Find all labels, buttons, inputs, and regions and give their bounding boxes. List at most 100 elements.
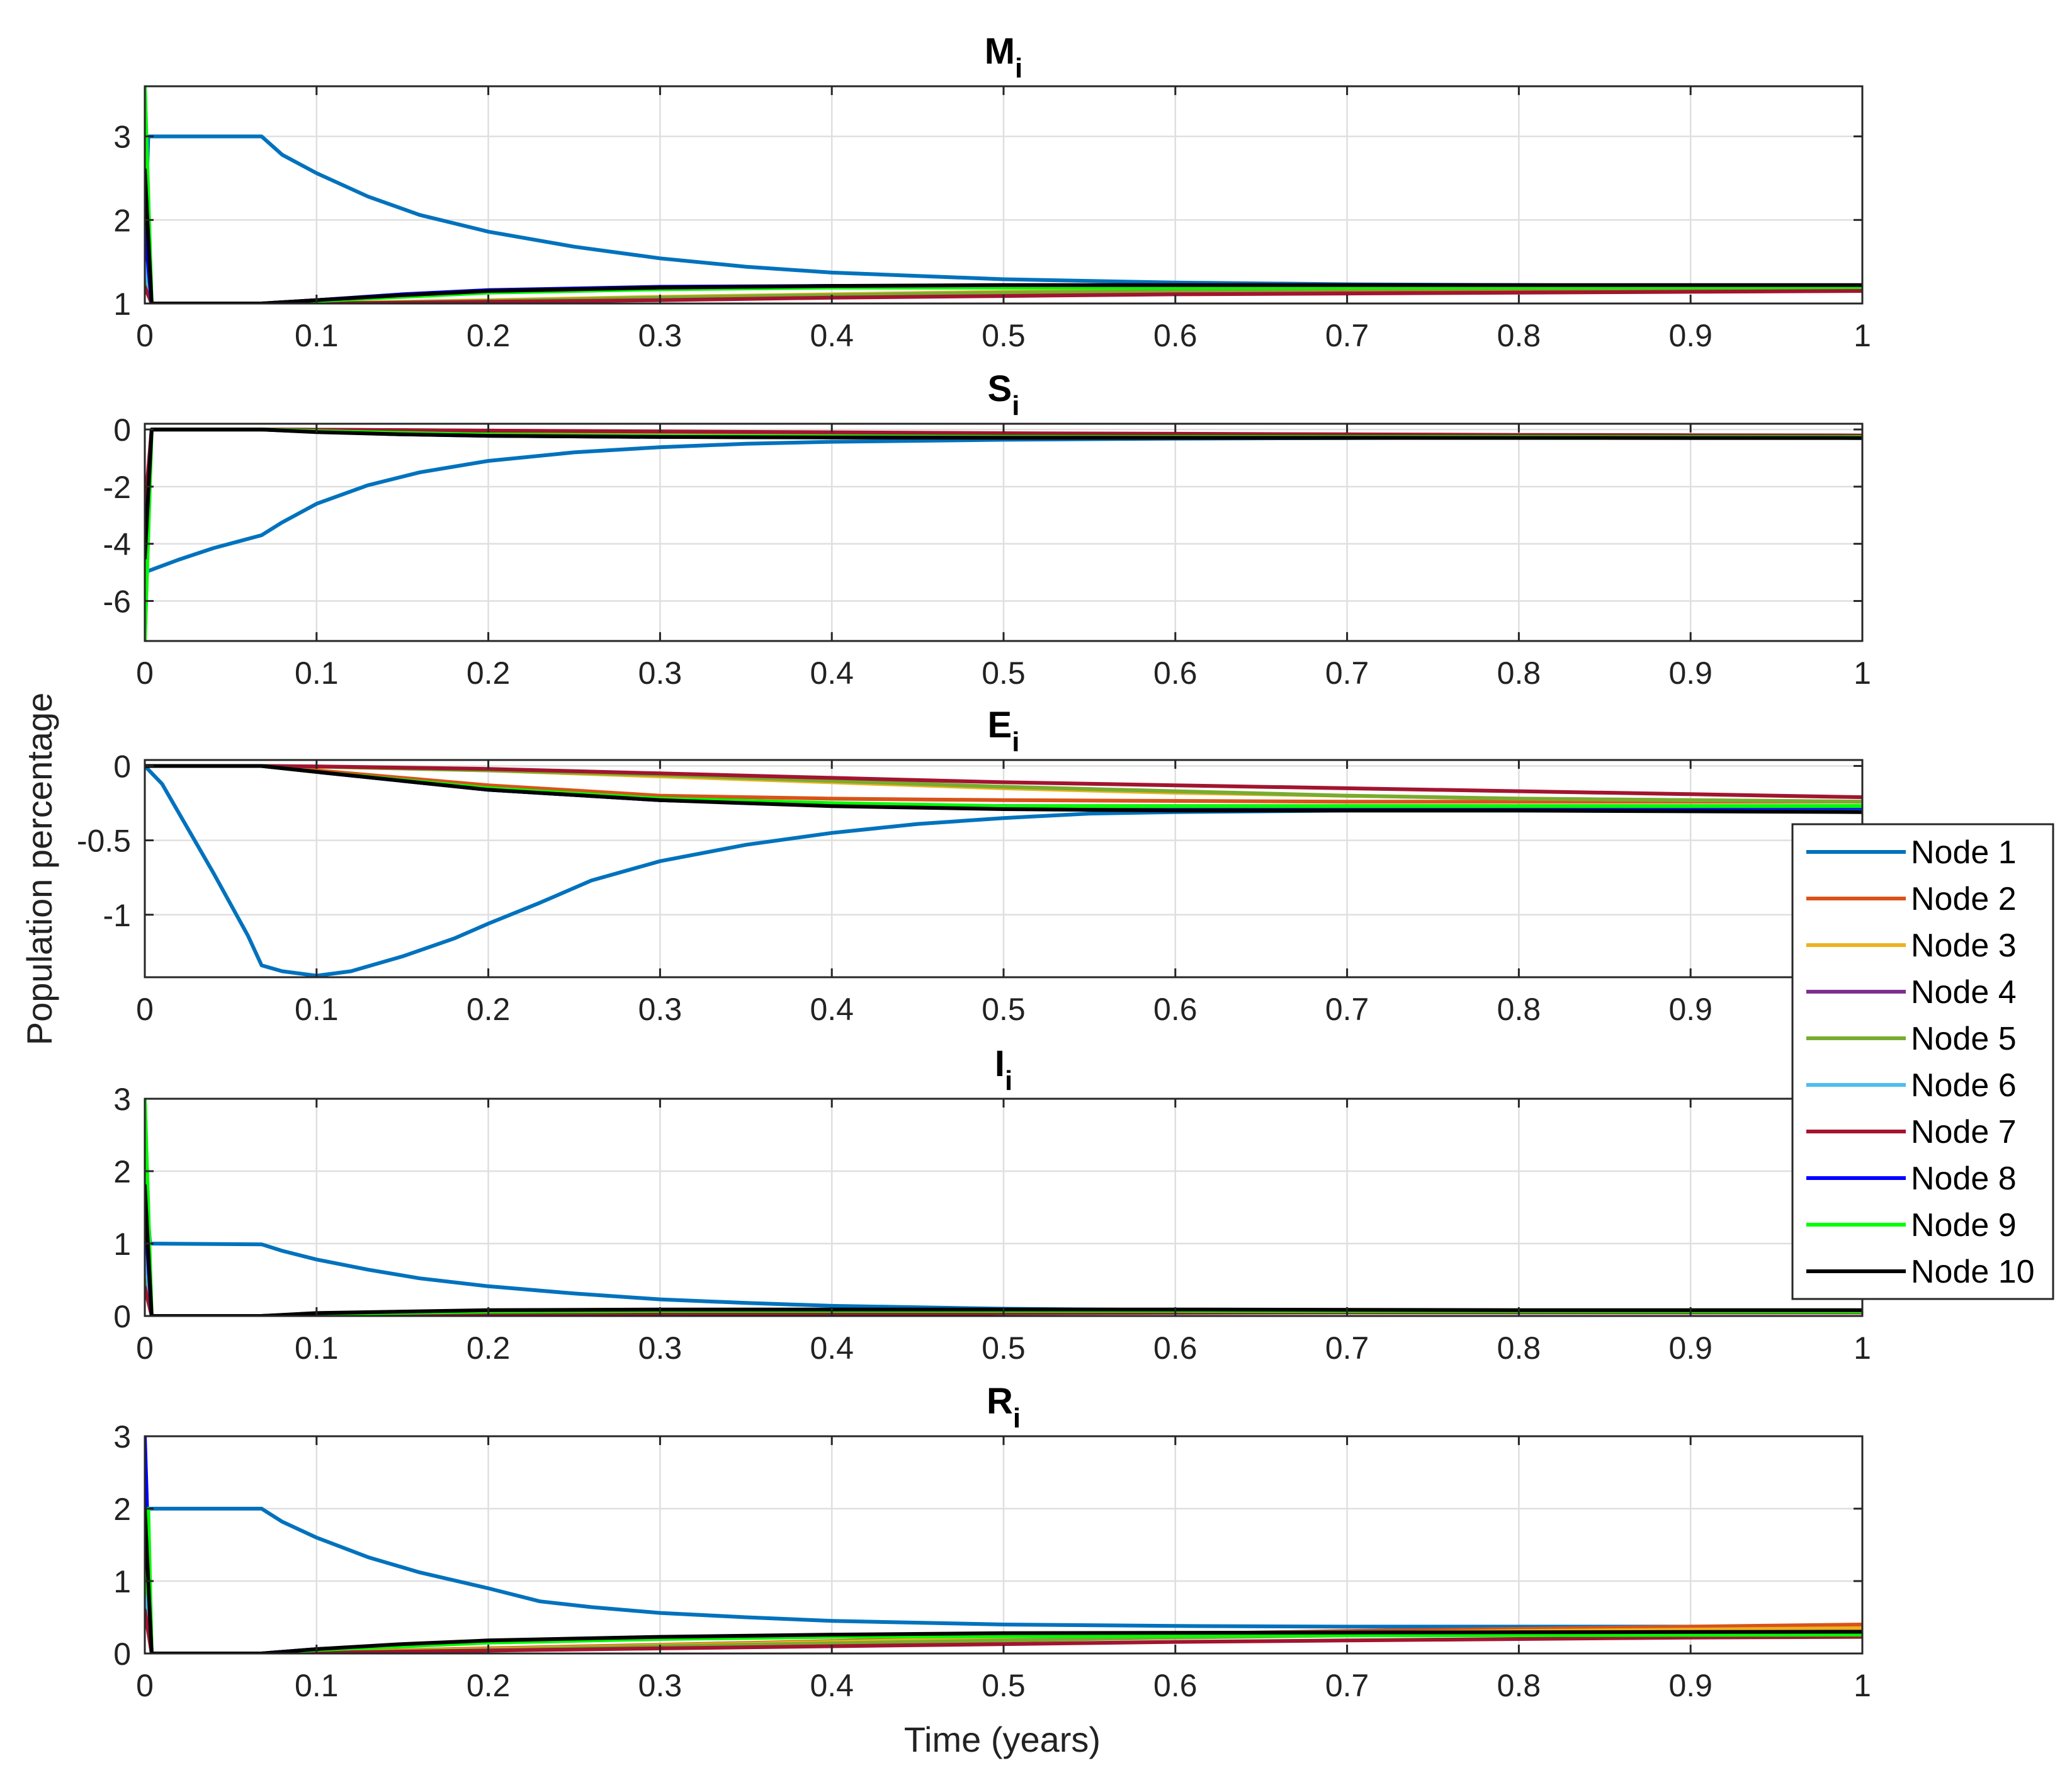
legend-label: Node 10 — [1911, 1254, 2035, 1290]
x-tick-label: 1 — [1854, 1668, 1871, 1703]
panel-title-ei: Ei — [988, 705, 1020, 757]
legend-entry: Node 10 — [1806, 1254, 2035, 1290]
x-tick-label: 0 — [136, 1668, 154, 1703]
x-tick-label: 0.1 — [295, 992, 339, 1027]
legend-label: Node 6 — [1911, 1067, 2017, 1104]
y-tick-label: 0 — [113, 749, 131, 784]
y-tick-label: -6 — [103, 584, 131, 619]
panel-title-main: S — [988, 368, 1012, 409]
x-tick-label: 0.6 — [1153, 1668, 1197, 1703]
x-tick-label: 0.4 — [810, 318, 854, 353]
x-tick-label: 0.8 — [1497, 1668, 1541, 1703]
x-tick-label: 0.3 — [638, 1668, 682, 1703]
y-tick-label: 1 — [113, 286, 131, 322]
legend-entry: Node 3 — [1806, 927, 2017, 964]
series-line-ri-node-10 — [145, 1507, 1862, 1653]
x-tick-label: 0.8 — [1497, 655, 1541, 691]
x-tick-label: 0.3 — [638, 318, 682, 353]
x-tick-label: 0 — [136, 992, 154, 1027]
y-tick-label: 2 — [113, 1154, 131, 1189]
legend-entry: Node 5 — [1806, 1021, 2017, 1057]
legend-label: Node 4 — [1911, 974, 2017, 1011]
x-tick-label: 0.5 — [982, 318, 1026, 353]
series-line-ri-node-1 — [145, 1507, 1862, 1629]
y-tick-label: -0.5 — [77, 824, 131, 859]
x-tick-label: 0.7 — [1325, 1330, 1369, 1366]
x-tick-label: 0.2 — [467, 1330, 511, 1366]
y-tick-label: 2 — [113, 203, 131, 238]
legend-entry: Node 4 — [1806, 974, 2017, 1011]
panel-ii: 0 0.1 0.2 0.3 0.4 0.5 0.6 0.7 0.8 0.9 1 0 1 2 3 Ii — [113, 1043, 1871, 1366]
legend-label: Node 8 — [1911, 1160, 2017, 1197]
legend-entry: Node 6 — [1806, 1067, 2017, 1104]
y-tick-label: -2 — [103, 470, 131, 505]
x-tick-label: 0 — [136, 318, 154, 353]
x-tick-label: 0.6 — [1153, 655, 1197, 691]
x-tick-label: 0.5 — [982, 1330, 1026, 1366]
y-tick-label: 3 — [113, 1082, 131, 1117]
x-tick-label: 0.8 — [1497, 318, 1541, 353]
panel-title-main: R — [987, 1381, 1013, 1422]
panel-title-subscript: i — [1005, 1065, 1012, 1096]
x-tick-label: 0.5 — [982, 992, 1026, 1027]
x-tick-label: 0.9 — [1668, 318, 1713, 353]
x-tick-label: 0.6 — [1153, 992, 1197, 1027]
y-tick-label: -4 — [103, 527, 131, 562]
x-tick-label: 0.4 — [810, 1668, 854, 1703]
panel-si: 0 0.1 0.2 0.3 0.4 0.5 0.6 0.7 0.8 0.9 1 -6 -4 -2 0 Si — [103, 368, 1871, 691]
panel-title-subscript: i — [1012, 390, 1019, 421]
x-tick-label: 0.3 — [638, 655, 682, 691]
panel-title-si: Si — [988, 368, 1020, 421]
x-tick-label: 0.8 — [1497, 992, 1541, 1027]
y-tick-label: -1 — [103, 898, 131, 933]
x-tick-label: 0 — [136, 1330, 154, 1366]
x-axis-label: Time (years) — [904, 1720, 1101, 1759]
x-tick-label: 0.9 — [1668, 1330, 1713, 1366]
x-tick-label: 0.2 — [467, 992, 511, 1027]
y-tick-label: 0 — [113, 412, 131, 448]
x-tick-label: 0.2 — [467, 655, 511, 691]
x-tick-label: 0.6 — [1153, 1330, 1197, 1366]
legend-entry: Node 8 — [1806, 1160, 2017, 1197]
panel-title-ri: Ri — [987, 1381, 1021, 1434]
x-tick-label: 0.6 — [1153, 318, 1197, 353]
legend-box — [1791, 823, 2054, 1300]
legend-label: Node 5 — [1911, 1021, 2017, 1057]
subplots: 0 0.1 0.2 0.3 0.4 0.5 0.6 0.7 0.8 0.9 1 1 2 3 Mi 0 0.1 0.… — [77, 31, 1871, 1703]
x-tick-label: 0.7 — [1325, 992, 1369, 1027]
legend-entry: Node 1 — [1806, 834, 2017, 871]
panel-mi: 0 0.1 0.2 0.3 0.4 0.5 0.6 0.7 0.8 0.9 1 1 2 3 Mi — [113, 31, 1871, 353]
x-tick-label: 0.5 — [982, 655, 1026, 691]
series-line-ei-node-1 — [145, 764, 1862, 977]
x-tick-label: 0.1 — [295, 318, 339, 353]
x-tick-label: 0.8 — [1497, 1330, 1541, 1366]
y-tick-label: 1 — [113, 1564, 131, 1599]
series-group-si — [145, 428, 1862, 641]
x-tick-label: 0.9 — [1668, 1668, 1713, 1703]
panel-ri: 0 0.1 0.2 0.3 0.4 0.5 0.6 0.7 0.8 0.9 1 0 1 2 3 Ri — [113, 1381, 1871, 1703]
y-tick-label: 1 — [113, 1227, 131, 1262]
legend-label: Node 9 — [1911, 1207, 2017, 1244]
y-tick-label: 2 — [113, 1492, 131, 1527]
x-tick-label: 0.7 — [1325, 655, 1369, 691]
legend-label: Node 7 — [1911, 1114, 2017, 1150]
x-tick-label: 0.7 — [1325, 318, 1369, 353]
legend-entry: Node 2 — [1806, 881, 2017, 917]
panel-title-main: M — [985, 31, 1015, 72]
x-tick-label: 0.2 — [467, 318, 511, 353]
x-tick-label: 0.4 — [810, 655, 854, 691]
x-tick-label: 0 — [136, 655, 154, 691]
legend-label: Node 2 — [1911, 881, 2017, 917]
panel-title-subscript: i — [1013, 1403, 1021, 1434]
y-tick-label: 0 — [113, 1299, 131, 1334]
panel-title-subscript: i — [1015, 53, 1022, 84]
x-tick-label: 0.5 — [982, 1668, 1026, 1703]
panel-title-subscript: i — [1012, 727, 1019, 757]
legend-entry: Node 9 — [1806, 1207, 2017, 1244]
y-axis-label: Population percentage — [20, 693, 59, 1045]
series-line-si-node-10 — [145, 428, 1862, 560]
y-tick-label: 0 — [113, 1636, 131, 1672]
panel-title-main: I — [995, 1043, 1005, 1084]
